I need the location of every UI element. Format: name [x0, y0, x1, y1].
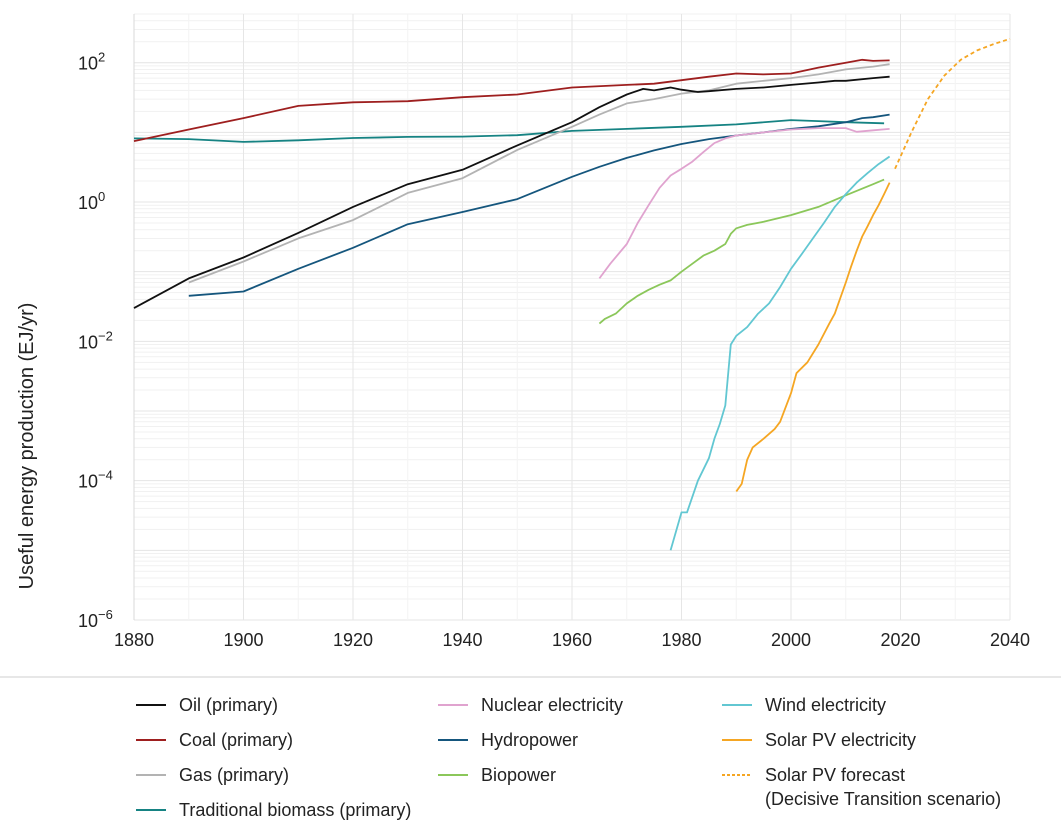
y-tick-label: 100	[78, 189, 105, 213]
series-line-8	[735, 182, 891, 493]
series-line-5	[188, 113, 890, 297]
series-line-0	[133, 75, 890, 309]
legend-label: Oil (primary)	[179, 695, 278, 715]
legend-label: Biopower	[481, 765, 556, 785]
legend-label: Gas (primary)	[179, 765, 289, 785]
x-tick-label: 1980	[661, 630, 701, 650]
y-tick-label: 10−6	[78, 607, 113, 631]
x-tick-label: 1920	[333, 630, 373, 650]
series-line-6	[598, 178, 885, 325]
legend-label: Traditional biomass (primary)	[179, 800, 411, 820]
y-tick-label: 10−2	[78, 328, 113, 352]
x-axis-ticks: 1880 1900 1920 1940 1960 1980 2000 2020 2040	[114, 630, 1030, 650]
x-tick-label: 1960	[552, 630, 592, 650]
x-tick-label: 1940	[442, 630, 482, 650]
series-line-1	[133, 58, 890, 142]
x-tick-label: 2000	[771, 630, 811, 650]
legend-label: Solar PV electricity	[765, 730, 916, 750]
series-line-9	[894, 37, 1011, 170]
y-axis-ticks: 10−6 10−4 10−2 100 102	[78, 50, 113, 631]
series-line-7	[669, 155, 891, 551]
y-tick-label: 102	[78, 50, 105, 74]
x-tick-label: 1880	[114, 630, 154, 650]
series-line-4	[598, 127, 890, 279]
series-line-2	[188, 63, 890, 284]
legend-label: Hydropower	[481, 730, 578, 750]
legend-label: Nuclear electricity	[481, 695, 623, 715]
legend-label: Solar PV forecast (Decisive Transition sc…	[765, 765, 1001, 809]
legend: Oil (primary) Coal (primary) Gas (primary)…	[136, 695, 1001, 820]
y-tick-label: 10−4	[78, 468, 113, 492]
series-lines	[133, 37, 1011, 551]
y-axis-title: Useful energy production (EJ/yr)	[16, 303, 38, 590]
x-tick-label: 2020	[880, 630, 920, 650]
x-tick-label: 2040	[990, 630, 1030, 650]
legend-label: Coal (primary)	[179, 730, 293, 750]
x-tick-label: 1900	[223, 630, 263, 650]
legend-label: Wind electricity	[765, 695, 886, 715]
gridlines	[133, 13, 1011, 621]
